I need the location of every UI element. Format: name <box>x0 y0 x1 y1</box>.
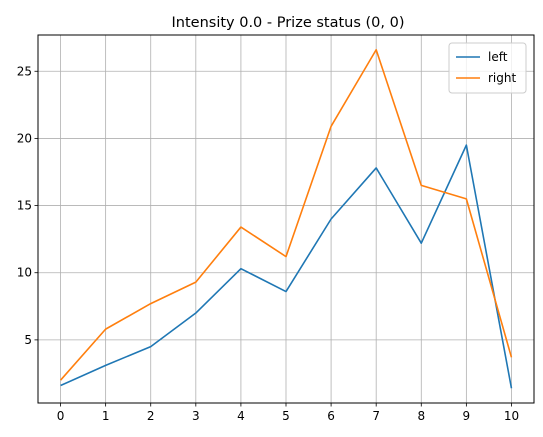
series-lines <box>59 48 513 389</box>
y-axis: 5 10 15 20 25 <box>17 64 38 347</box>
x-tick-label: 1 <box>102 409 110 423</box>
series-line-right <box>59 48 513 381</box>
x-tick-label: 0 <box>57 409 65 423</box>
series-line-left <box>60 144 513 389</box>
x-tick-label: 5 <box>282 409 290 423</box>
grid <box>38 35 534 403</box>
y-tick-label: 25 <box>17 64 32 78</box>
x-tick-label: 8 <box>417 409 425 423</box>
y-tick-label: 10 <box>17 266 32 280</box>
x-tick-label: 6 <box>327 409 335 423</box>
x-tick-label: 4 <box>237 409 245 423</box>
y-tick-label: 15 <box>17 199 32 213</box>
legend-label-right: right <box>488 71 516 85</box>
chart-title: Intensity 0.0 - Prize status (0, 0) <box>172 15 405 31</box>
x-axis: 0 1 2 3 4 5 6 7 8 9 10 <box>57 403 519 423</box>
x-tick-label: 2 <box>147 409 155 423</box>
x-tick-label: 10 <box>504 409 519 423</box>
y-tick-label: 20 <box>17 131 32 145</box>
y-tick-label: 5 <box>24 333 32 347</box>
x-tick-label: 9 <box>463 409 471 423</box>
x-tick-label: 7 <box>372 409 380 423</box>
legend: left right <box>448 42 527 94</box>
x-tick-label: 3 <box>192 409 200 423</box>
legend-label-left: left <box>488 50 508 64</box>
legend-box <box>448 42 527 94</box>
